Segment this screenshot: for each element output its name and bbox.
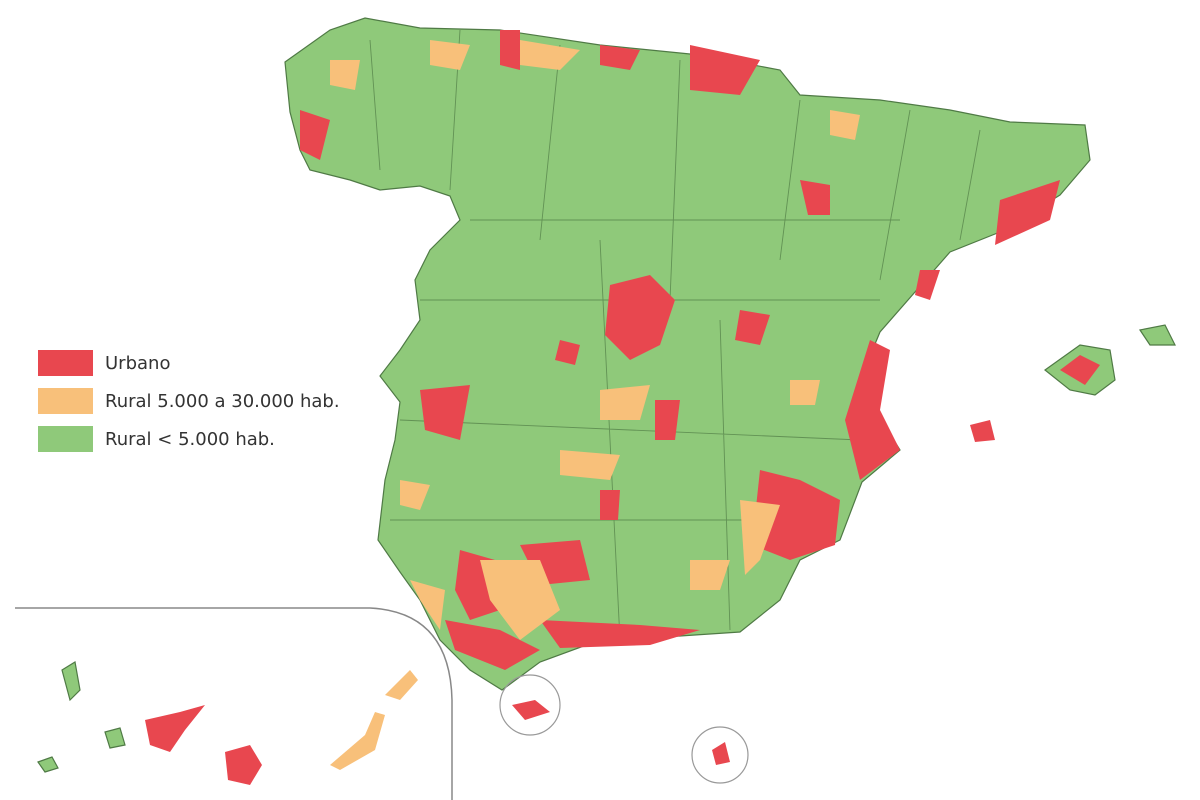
legend: Urbano Rural 5.000 a 30.000 hab. Rural < 5… xyxy=(38,350,340,452)
canary-islands xyxy=(37,661,418,785)
inset-border xyxy=(15,607,453,800)
ceuta-circle xyxy=(499,674,561,736)
rural-medium-areas xyxy=(330,40,860,640)
melilla-circle xyxy=(691,726,749,784)
ceuta xyxy=(512,700,550,720)
legend-swatch xyxy=(38,426,93,452)
legend-label: Rural < 5.000 hab. xyxy=(105,429,275,450)
legend-label: Rural 5.000 a 30.000 hab. xyxy=(105,391,340,412)
urban-areas xyxy=(300,30,1060,670)
legend-label: Urbano xyxy=(105,353,170,374)
balearic-islands xyxy=(970,324,1176,442)
legend-swatch xyxy=(38,388,93,414)
peninsula xyxy=(284,17,1091,691)
melilla xyxy=(712,742,730,765)
legend-swatch xyxy=(38,350,93,376)
